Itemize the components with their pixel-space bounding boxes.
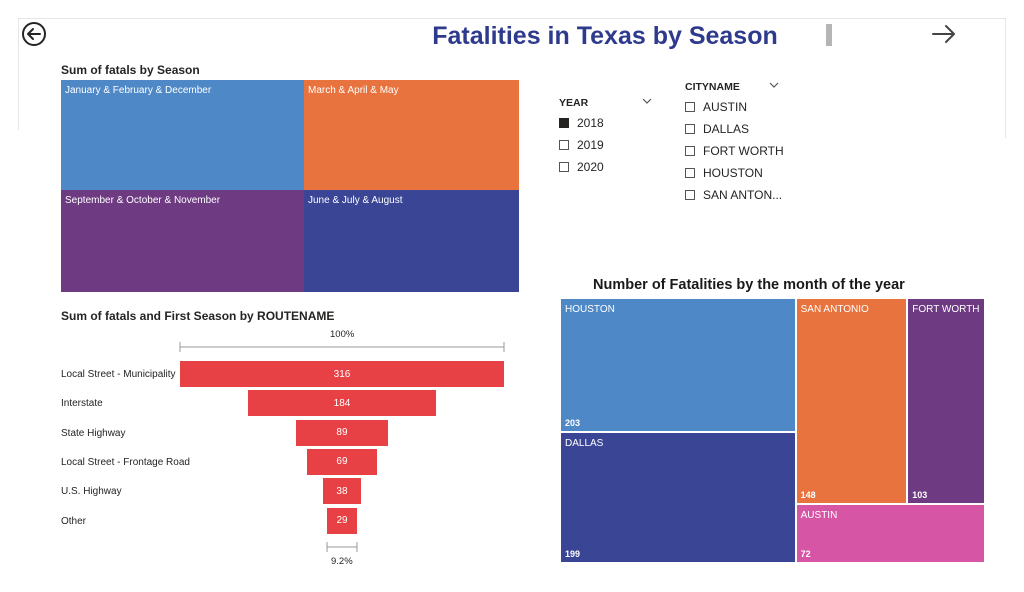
season-tile-spring[interactable]: March & April & May [304,80,519,190]
city-option-label: FORT WORTH [703,144,784,158]
year-option-2018[interactable]: 2018 [559,115,604,131]
city-slicer-header: CITYNAME [685,81,740,93]
season-treemap-title: Sum of fatals by Season [61,63,200,77]
city-option-san-antonio[interactable]: SAN ANTON... [685,187,782,203]
forward-arrow-icon[interactable] [931,21,957,47]
year-option-label: 2018 [577,116,604,130]
funnel-category-label: Local Street - Frontage Road [61,456,190,468]
city-option-label: HOUSTON [703,166,763,180]
funnel-bar[interactable]: 316 [180,361,504,387]
checkbox[interactable] [685,190,695,200]
funnel-category-label: U.S. Highway [61,486,122,498]
city-option-label: DALLAS [703,122,750,136]
checkbox[interactable] [559,118,569,128]
city-option-houston[interactable]: HOUSTON [685,165,763,181]
city-tile-label: FORT WORTH [912,304,980,315]
year-option-label: 2019 [577,138,604,152]
city-tile-value: 72 [800,548,811,559]
chevron-down-icon[interactable] [642,98,652,104]
city-tile-value: 203 [565,417,581,428]
funnel-category-label: Local Street - Municipality [61,369,176,380]
page-border-left [18,18,19,130]
page-border-right [1005,18,1006,138]
funnel-category-label: State Highway [61,427,126,439]
city-tile-value: 148 [800,489,816,500]
checkbox[interactable] [685,102,695,112]
season-tile-summer[interactable]: June & July & August [304,190,519,292]
funnel-bottom-bracket [326,542,358,552]
season-tile-label: September & October & November [65,195,221,206]
city-treemap-title: Number of Fatalities by the month of the… [593,277,905,293]
year-slicer-header: YEAR [559,97,589,109]
funnel-bottom-percent: 9.2% [331,556,353,567]
funnel-top-bracket [179,342,505,352]
season-tile-label: June & July & August [308,195,403,206]
year-option-label: 2020 [577,160,604,174]
year-option-2019[interactable]: 2019 [559,137,604,153]
divider-bar [826,24,832,46]
funnel-bar[interactable]: 38 [322,478,362,505]
city-tile-label: AUSTIN [800,509,838,521]
city-option-label: AUSTIN [703,100,748,114]
funnel-chart-title: Sum of fatals and First Season by ROUTEN… [61,309,335,323]
city-tile-dallas[interactable]: DALLAS 199 [560,431,796,563]
funnel-top-percent: 100% [330,329,355,340]
city-tile-value: 103 [912,489,928,500]
funnel-bar[interactable]: 29 [327,507,357,534]
page-border [18,18,1006,19]
year-option-2020[interactable]: 2020 [559,159,604,175]
season-tile-winter[interactable]: January & February & December [61,80,304,190]
checkbox[interactable] [685,168,695,178]
city-option-dallas[interactable]: DALLAS [685,121,749,137]
checkbox[interactable] [685,124,695,134]
chevron-down-icon[interactable] [769,82,779,88]
checkbox[interactable] [559,140,569,150]
city-tile-value: 199 [565,548,581,559]
city-tile-san-antonio[interactable]: SAN ANTONIO 148 [795,298,908,504]
season-tile-label: March & April & May [308,85,399,96]
funnel-bar[interactable]: 184 [247,390,437,417]
city-tile-fort-worth[interactable]: FORT WORTH 103 [907,298,985,504]
city-tile-label: DALLAS [565,437,604,449]
funnel-category-label: Other [61,515,87,527]
city-tile-label: SAN ANTONIO [800,304,869,315]
city-tile-austin[interactable]: AUSTIN 72 [795,503,985,563]
city-option-fort-worth[interactable]: FORT WORTH [685,143,784,159]
season-tile-label: January & February & December [65,85,212,96]
city-tile-label: HOUSTON [565,304,615,315]
season-tile-fall[interactable]: September & October & November [61,190,304,292]
checkbox[interactable] [559,162,569,172]
funnel-bar[interactable]: 89 [296,419,388,446]
funnel-category-label: Interstate [61,398,103,410]
funnel-bar[interactable]: 69 [306,448,378,475]
checkbox[interactable] [685,146,695,156]
page-title: Fatalities in Texas by Season [432,22,778,50]
city-option-austin[interactable]: AUSTIN [685,99,747,115]
back-arrow-icon[interactable] [21,21,47,47]
city-option-label: SAN ANTON... [703,188,783,202]
city-tile-houston[interactable]: HOUSTON 203 [560,298,796,432]
